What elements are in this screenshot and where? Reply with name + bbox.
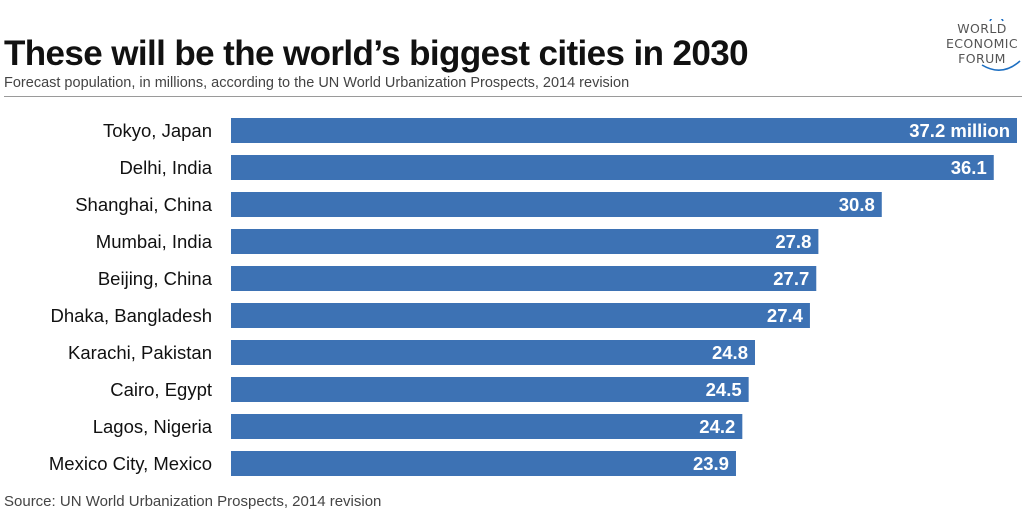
- logo-line-forum: FORUM: [958, 51, 1006, 66]
- data-label: 27.7: [773, 268, 809, 289]
- category-label: Cairo, Egypt: [110, 379, 212, 400]
- category-label: Mexico City, Mexico: [49, 453, 212, 474]
- bar-chart: Tokyo, Japan 37.2 million Delhi, India 36.1…: [49, 118, 1017, 476]
- logo-arc-icon: [981, 19, 1021, 71]
- data-label: 24.5: [706, 379, 742, 400]
- category-label: Mumbai, India: [96, 231, 213, 252]
- bar: [231, 340, 755, 365]
- data-label: 37.2 million: [909, 120, 1010, 141]
- bar: [231, 266, 817, 291]
- chart-subtitle: Forecast population, in millions, accord…: [4, 75, 630, 91]
- bar: [231, 118, 1017, 143]
- logo-line-world: WORLD: [957, 21, 1007, 36]
- bar: [231, 303, 810, 328]
- bar: [231, 155, 994, 180]
- category-label: Dhaka, Bangladesh: [51, 305, 212, 326]
- data-label: 36.1: [951, 157, 987, 178]
- category-label: Shanghai, China: [75, 194, 213, 215]
- header-divider: [4, 96, 1022, 97]
- bar: [231, 414, 743, 439]
- bar: [231, 229, 819, 254]
- bar: [231, 192, 882, 217]
- category-label: Beijing, China: [98, 268, 213, 289]
- source-note: Source: UN World Urbanization Prospects,…: [4, 493, 382, 510]
- category-label: Lagos, Nigeria: [93, 416, 213, 437]
- category-label: Karachi, Pakistan: [68, 342, 212, 363]
- category-label: Delhi, India: [119, 157, 212, 178]
- data-label: 23.9: [693, 453, 729, 474]
- data-label: 30.8: [839, 194, 875, 215]
- data-label: 27.4: [767, 305, 804, 326]
- bar: [231, 377, 749, 402]
- data-label: 24.8: [712, 342, 748, 363]
- category-label: Tokyo, Japan: [103, 120, 212, 141]
- data-label: 27.8: [775, 231, 811, 252]
- logo-line-economic: ECONOMIC: [945, 36, 1019, 51]
- chart-title: These will be the world’s biggest cities…: [4, 34, 749, 73]
- bar: [231, 451, 736, 476]
- data-label: 24.2: [699, 416, 735, 437]
- wef-logo: WORLD ECONOMIC FORUM: [940, 19, 1024, 75]
